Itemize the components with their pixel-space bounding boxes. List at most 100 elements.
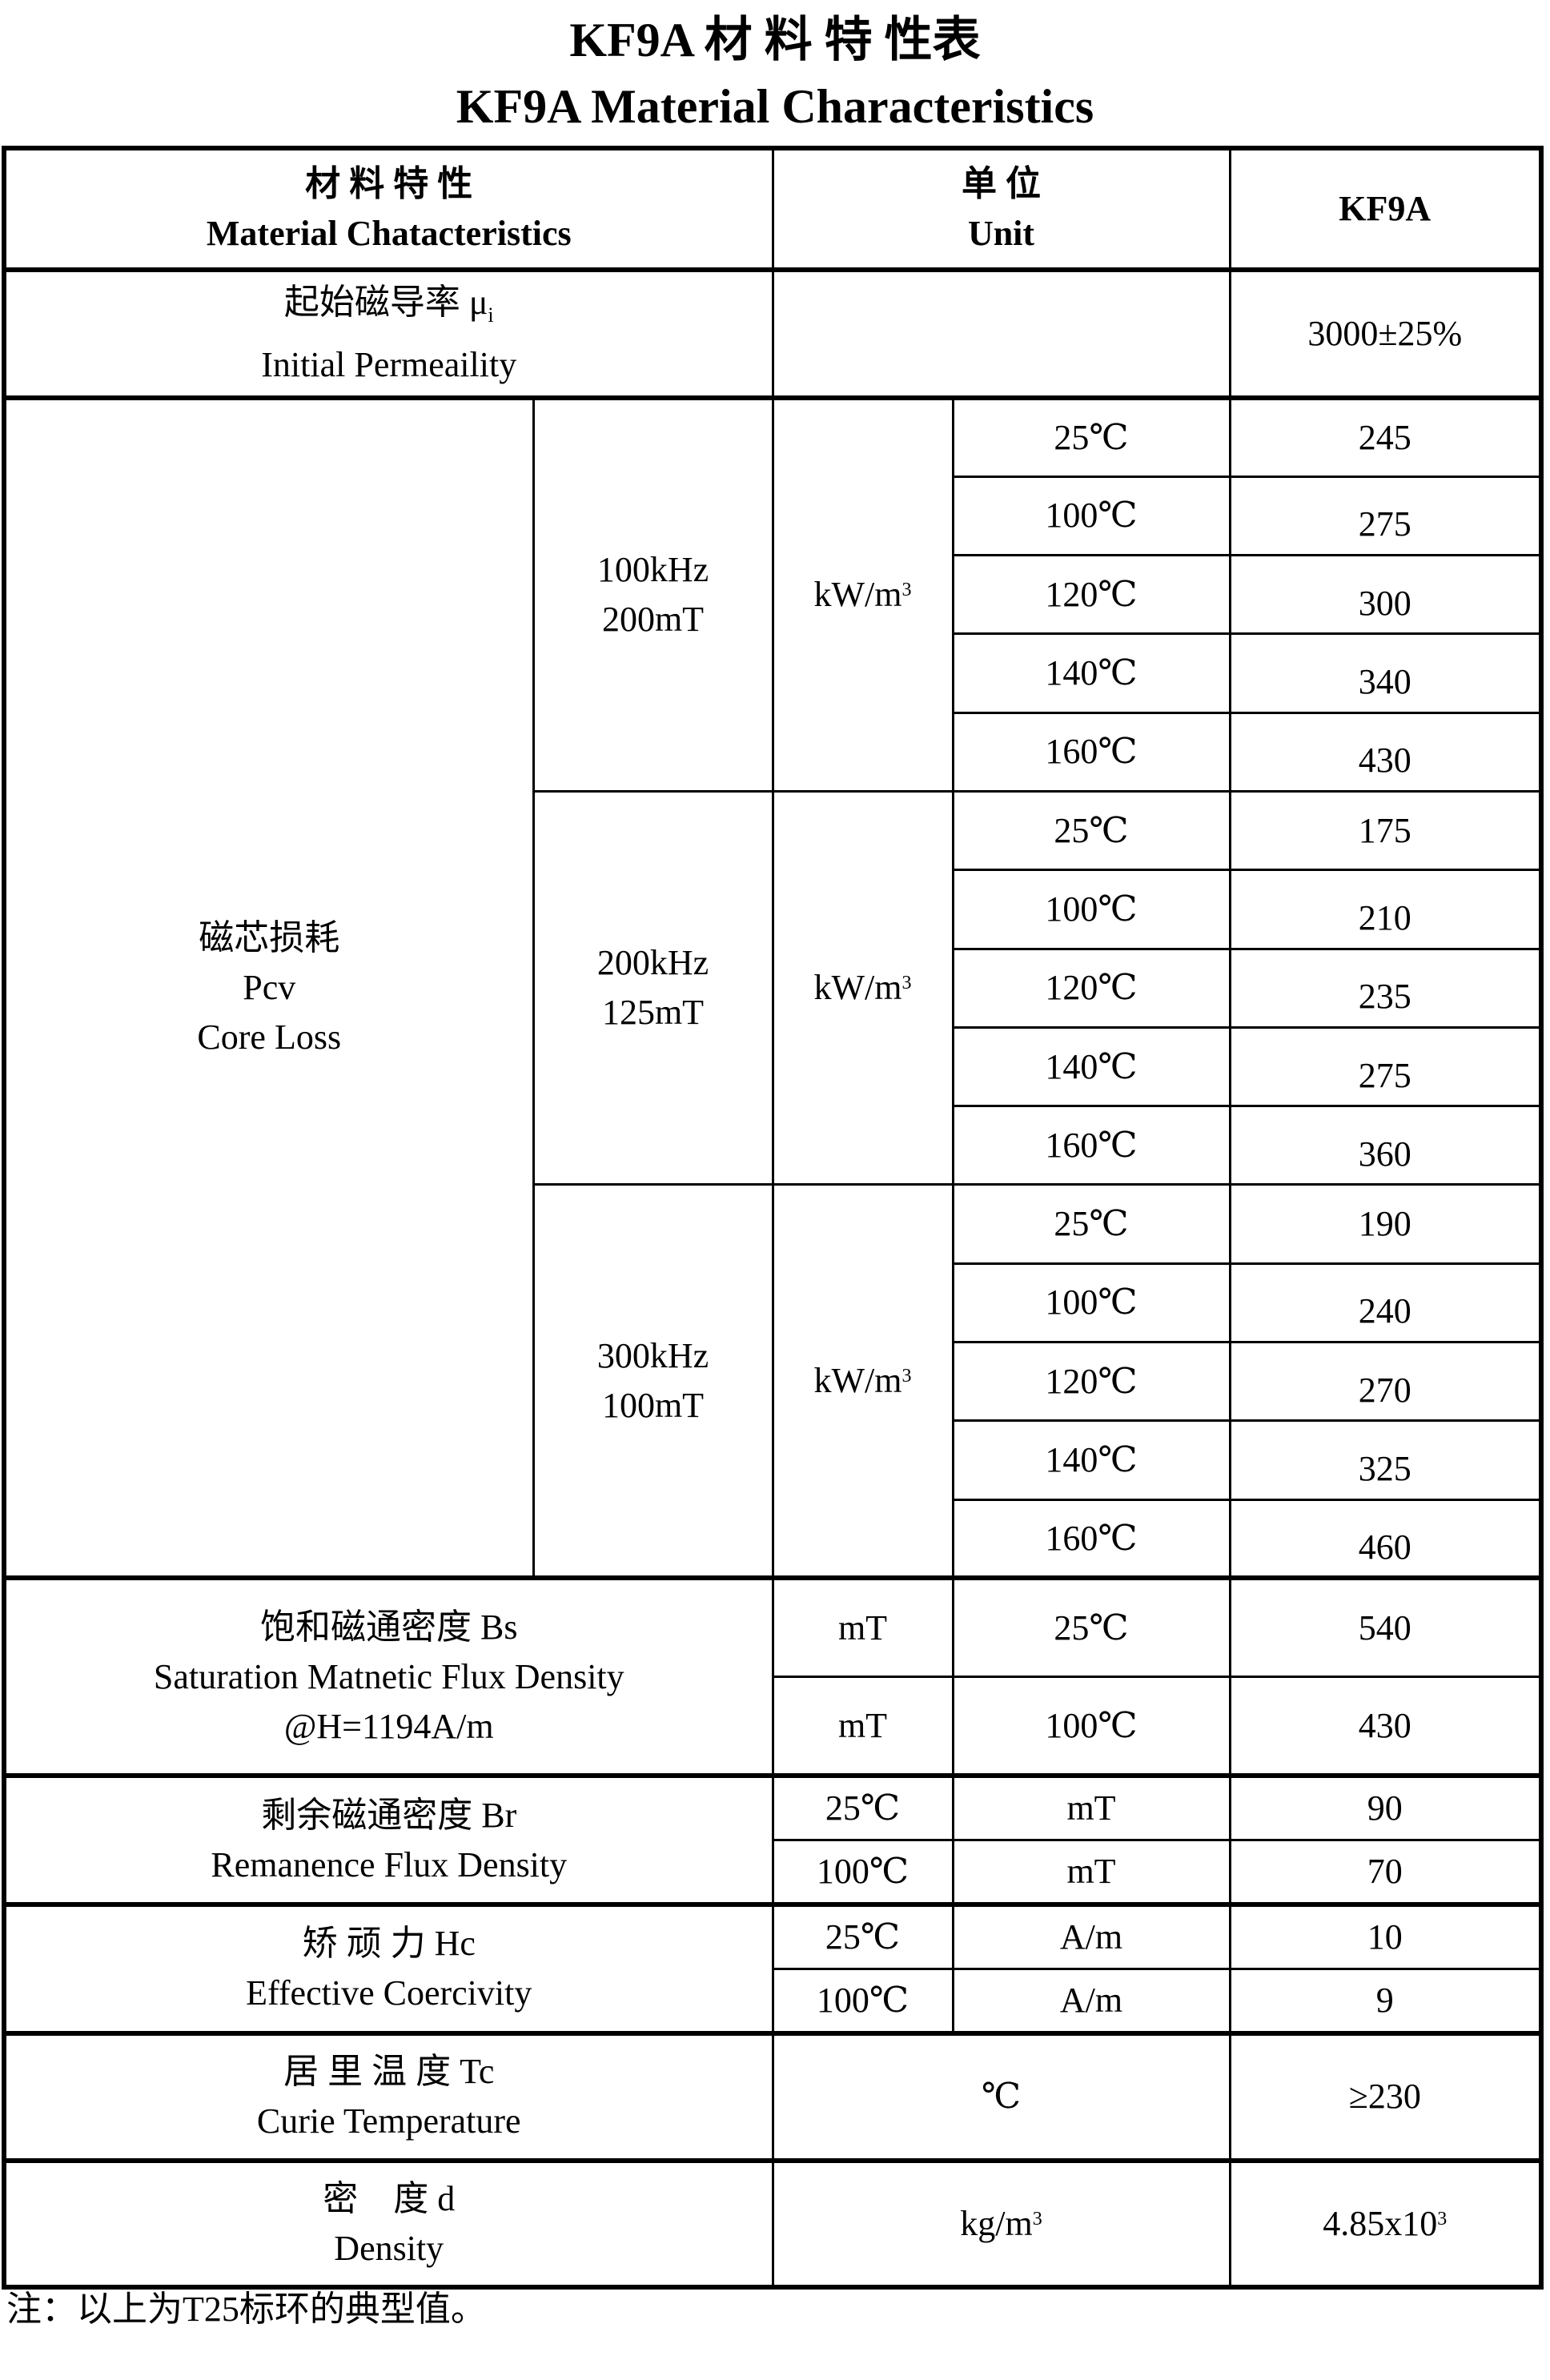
core-loss-value: 275	[1228, 475, 1543, 557]
frequency: 100kHz	[596, 550, 709, 590]
temperature: 160℃	[951, 711, 1231, 793]
unit: mT	[771, 1575, 954, 1679]
temperature: 100℃	[951, 869, 1231, 950]
core-loss-value: 175	[1228, 789, 1543, 872]
header-unit: 单 位 Unit	[771, 146, 1231, 271]
core-loss-row: 160℃ 460	[4, 1498, 1543, 1579]
header-material: 材 料 特 性 Material Chatacteristics	[2, 146, 774, 271]
core-loss-value: 275	[1228, 1025, 1543, 1108]
unit-base: kW/m	[813, 575, 902, 615]
core-loss-condition: 100kHz 200mT	[532, 395, 774, 793]
core-loss-cn: 磁芯损耗	[199, 918, 340, 958]
core-loss-value: 325	[1228, 1419, 1543, 1501]
core-loss-unit: kW/m3	[771, 1183, 954, 1579]
coercivity-row: 100℃ A/m 9	[4, 1967, 1543, 2035]
temperature: 25℃	[951, 1575, 1231, 1679]
density-value: 4.85x103	[1228, 2157, 1543, 2289]
permeability-value: 3000±25%	[1228, 267, 1543, 399]
temperature: 25℃	[951, 395, 1231, 478]
core-loss-value: 300	[1228, 554, 1543, 636]
permeability-cn: 起始磁导率 μ	[283, 283, 488, 323]
curie-cn: 居 里 温 度 Tc	[283, 2052, 495, 2092]
temperature: 100℃	[951, 1676, 1231, 1777]
temperature: 120℃	[951, 1341, 1231, 1423]
temperature: 25℃	[771, 1902, 954, 1970]
core-loss-value: 240	[1228, 1262, 1543, 1344]
core-loss-row: 160℃ 360	[4, 1105, 1543, 1186]
remanence-value: 90	[1228, 1773, 1543, 1842]
core-loss-row: 200kHz 125mT kW/m3 25℃ 175	[4, 789, 1543, 1186]
core-loss-row: 120℃ 270	[4, 1341, 1543, 1423]
core-loss-value: 245	[1228, 395, 1543, 478]
permeability-en: Initial Permeaility	[261, 344, 517, 384]
saturation-value: 540	[1228, 1575, 1543, 1679]
curie-label: 居 里 温 度 Tc Curie Temperature	[2, 2030, 774, 2162]
temperature: 140℃	[951, 1419, 1231, 1501]
temperature: 100℃	[951, 475, 1231, 557]
temperature: 100℃	[771, 1967, 954, 2035]
core-loss-condition: 300kHz 100mT	[532, 1183, 774, 1579]
header-row: 材 料 特 性 Material Chatacteristics 单 位 Unit …	[2, 146, 1543, 271]
header-unit-cn: 单 位	[962, 164, 1041, 203]
temperature: 160℃	[951, 1105, 1231, 1186]
value-base: 4.85x10	[1323, 2203, 1438, 2243]
flux-density: 125mT	[601, 993, 705, 1033]
permeability-row: 起始磁导率 μi Initial Permeaility 3000±25%	[2, 267, 1543, 399]
core-loss-symbol: Pcv	[243, 968, 296, 1008]
unit-exponent: 3	[901, 580, 912, 601]
footnote: 注：以上为T25标环的典型值。	[6, 2290, 486, 2329]
permeability-sub: i	[488, 303, 494, 327]
core-loss-unit: kW/m3	[771, 395, 954, 793]
unit: mT	[951, 1839, 1231, 1906]
core-loss-row: 120℃ 235	[4, 947, 1543, 1029]
density-row: 密 度 d Density kg/m3 4.85x103	[2, 2157, 1543, 2289]
remanence-row: 100℃ mT 70	[4, 1839, 1543, 1906]
temperature: 25℃	[771, 1773, 954, 1842]
core-loss-condition: 200kHz 125mT	[532, 789, 774, 1186]
temperature: 140℃	[951, 632, 1231, 714]
core-loss-value: 430	[1228, 711, 1543, 793]
curie-row: 居 里 温 度 Tc Curie Temperature ℃ ≥230	[2, 2030, 1543, 2162]
saturation-row: 饱和磁通密度 Bs Saturation Matnetic Flux Densit…	[2, 1575, 1543, 1777]
coercivity-cn: 矫 顽 力 Hc	[302, 1924, 476, 1964]
remanence-value: 70	[1228, 1839, 1543, 1906]
core-loss-row: 100℃ 275	[4, 475, 1543, 557]
core-loss-value: 360	[1228, 1105, 1543, 1186]
saturation-en: Saturation Matnetic Flux Density	[153, 1656, 624, 1696]
core-loss-row: 140℃ 340	[4, 632, 1543, 714]
saturation-cn: 饱和磁通密度 Bs	[260, 1607, 518, 1647]
saturation-value: 430	[1228, 1676, 1543, 1777]
core-loss-value: 460	[1228, 1498, 1543, 1579]
core-loss-en: Core Loss	[197, 1017, 342, 1058]
temperature: 25℃	[951, 1183, 1231, 1265]
temperature: 100℃	[771, 1839, 954, 1906]
temperature: 120℃	[951, 554, 1231, 636]
saturation-condition: @H=1194A/m	[283, 1706, 494, 1746]
permeability-unit	[771, 267, 1231, 399]
header-material-en: Material Chatacteristics	[206, 214, 572, 253]
core-loss-value: 190	[1228, 1183, 1543, 1265]
remanence-label: 剩余磁通密度 Br Remanence Flux Density	[2, 1773, 774, 1906]
title-english: KF9A Material Characteristics	[456, 80, 1094, 133]
core-loss-row: 300kHz 100mT kW/m3 25℃ 190	[4, 1183, 1543, 1579]
unit: mT	[771, 1676, 954, 1777]
saturation-label: 饱和磁通密度 Bs Saturation Matnetic Flux Densit…	[2, 1575, 774, 1777]
frequency: 200kHz	[596, 943, 709, 983]
core-loss-value: 235	[1228, 947, 1543, 1029]
temperature: 160℃	[951, 1498, 1231, 1579]
unit-base: kg/m	[960, 2203, 1033, 2243]
core-loss-label: 磁芯损耗 Pcv Core Loss	[2, 395, 535, 1579]
unit-base: kW/m	[813, 968, 902, 1008]
density-unit: kg/m3	[771, 2157, 1231, 2289]
header-material-cn: 材 料 特 性	[305, 164, 473, 203]
material-characteristics-table: 材 料 特 性 Material Chatacteristics 单 位 Unit …	[2, 146, 1544, 2290]
unit-exponent: 3	[1032, 2208, 1042, 2229]
core-loss-value: 270	[1228, 1341, 1543, 1423]
coercivity-label: 矫 顽 力 Hc Effective Coercivity	[2, 1902, 774, 2035]
remanence-row: 剩余磁通密度 Br Remanence Flux Density 25℃ mT 90	[2, 1773, 1543, 1906]
remanence-en: Remanence Flux Density	[211, 1844, 568, 1884]
frequency: 300kHz	[596, 1335, 709, 1375]
core-loss-unit: kW/m3	[771, 789, 954, 1186]
saturation-row: mT 100℃ 430	[4, 1676, 1543, 1777]
core-loss-row: 100℃ 240	[4, 1262, 1543, 1344]
